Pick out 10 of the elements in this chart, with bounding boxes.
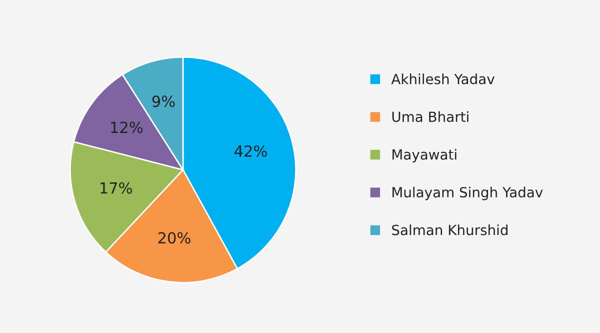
data-label: 12% (111, 122, 143, 134)
data-label: 17% (100, 182, 132, 194)
data-label: 42% (234, 145, 267, 157)
data-label: 20% (158, 232, 190, 244)
legend-label: Uma Bharti (392, 111, 468, 122)
legend-label: Salman Khurshid (392, 224, 508, 236)
legend-label: Mayawati (392, 149, 456, 162)
data-label: 9% (152, 96, 175, 108)
legend-label: Akhilesh Yadav (391, 74, 494, 84)
legend-label: Mulayam Singh Yadav (392, 186, 543, 200)
